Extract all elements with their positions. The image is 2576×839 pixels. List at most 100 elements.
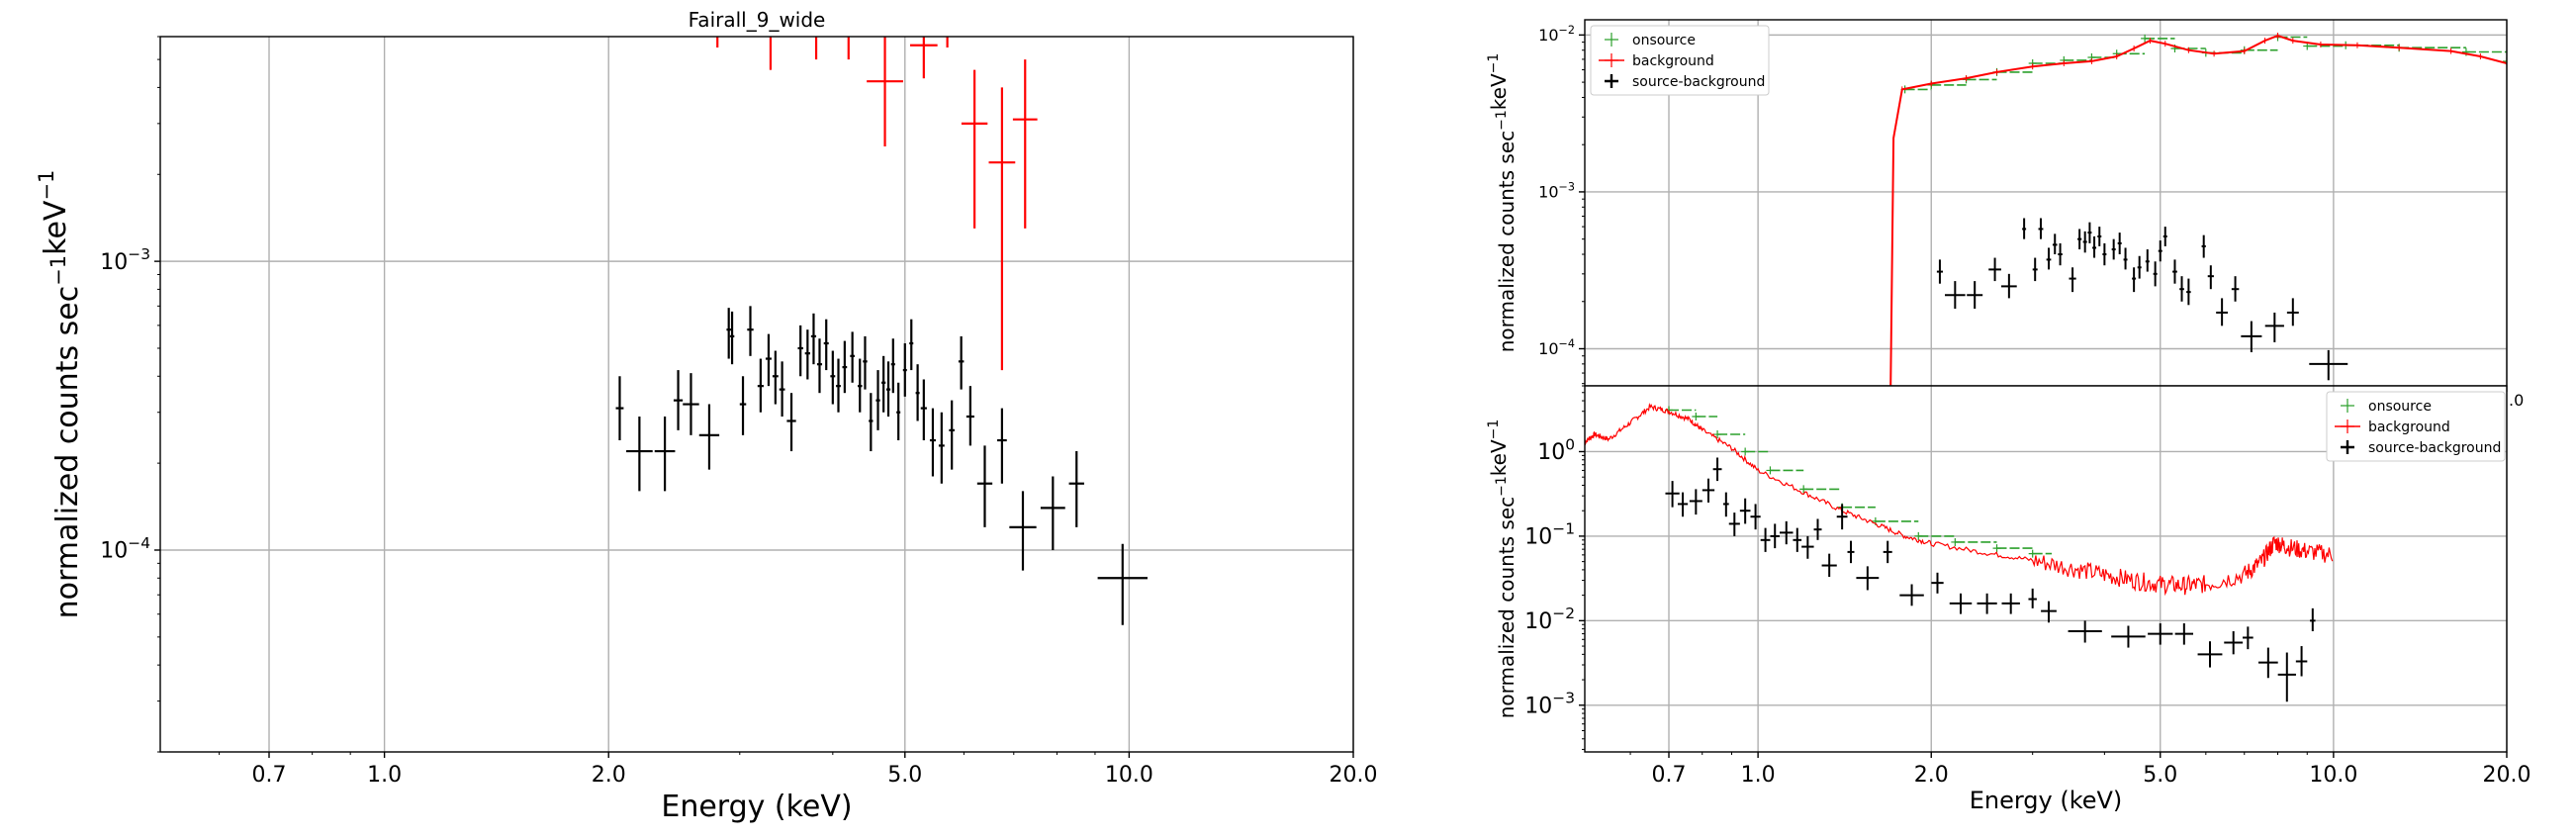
data-point-errorbar [816,338,823,394]
data-point-errorbar [2207,265,2214,290]
background-errorbar [814,37,818,60]
data-point-errorbar [1793,527,1802,552]
y-label-superscript: −1 [1494,476,1510,497]
data-point-errorbar [1883,540,1892,564]
onsource-steps [1669,409,2053,555]
data-point-errorbar [2241,321,2262,353]
y-tick-exponent: 0 [1565,435,1575,453]
legend-label-onsource: onsource [2368,399,2432,415]
data-point-errorbar [1988,257,2001,282]
y-axis-label: normalized counts sec−1keV−1 [1486,53,1518,353]
data-point-errorbar [1728,513,1740,536]
data-point-errorbar [2158,240,2162,262]
data-point-errorbar [2174,623,2194,645]
y-tick-exponent: −1 [1552,520,1575,538]
y-tick-label: 10−4 [100,534,150,564]
y-tick-label: 10−3 [1538,180,1575,201]
series-background [716,37,1038,371]
data-point-errorbar [1801,535,1814,559]
background-noisy-line [1585,403,2334,597]
data-point-errorbar [2243,626,2254,650]
background-errorbar [910,37,938,79]
data-point-errorbar [2001,593,2020,614]
onsource-point [1992,544,2001,553]
data-point-errorbar [2310,607,2316,632]
x-tick-label: 5.0 [887,763,922,788]
data-point-errorbar [2117,233,2122,255]
data-point-errorbar [747,306,754,356]
y-label-superscript: −1 [35,170,58,201]
legend-box [2326,391,2506,462]
legend-marker-source-background [2341,440,2354,454]
data-point-errorbar [2137,255,2142,279]
data-point-errorbar [2068,620,2102,643]
y-label-superscript: −1 [1486,420,1502,440]
chart-bottom-right: 0.7 1.0 2.0 5.0 10.0 20.010−310−210−1100Energ… [1486,385,2530,814]
data-point-errorbar [1712,457,1722,482]
data-point-errorbar [2145,249,2150,272]
data-point-errorbar [850,331,855,383]
series-source-background [615,306,1148,625]
data-point-errorbar [1847,540,1855,564]
series-source-background [1665,457,2316,702]
data-point-errorbar [2224,631,2244,655]
data-point-errorbar [976,445,993,527]
series-source-background [1936,218,2348,381]
data-point-errorbar [890,338,895,394]
background-errorbar [716,37,719,48]
data-point-errorbar [683,373,699,435]
y-tick-label: 100 [1537,435,1575,465]
data-point-errorbar [2264,312,2284,342]
background-errorbar [847,37,850,60]
chart-left: 0.7 1.0 2.0 5.0 10.0 20.010−410−3Fairall_9_wi… [35,8,1377,824]
legend-marker-onsource [1605,33,1618,47]
data-point-errorbar [739,376,747,435]
data-point-errorbar [2087,222,2092,243]
data-point-errorbar [1040,476,1065,550]
data-point-errorbar [2111,625,2146,648]
background-errorbar [988,87,1016,371]
data-point-errorbar [997,408,1007,484]
legend-box [1590,25,1770,96]
data-point-errorbar [626,417,653,492]
y-label-text: normalized counts sec [50,286,85,619]
data-point-errorbar [949,400,956,470]
data-point-errorbar [842,340,848,394]
data-point-errorbar [1702,478,1715,503]
onsource-point [2141,34,2150,43]
legend-cross [2341,399,2354,413]
data-point-errorbar [2309,349,2348,381]
x-tick-label: 10.0 [1105,763,1153,788]
data-point-errorbar [1068,451,1084,527]
legend-cross [1605,33,1618,47]
y-tick-label: 10−3 [100,245,150,275]
y-tick-base: 10 [1538,26,1558,45]
data-point-errorbar [2162,227,2167,246]
y-tick-exponent: −3 [1559,180,1576,193]
data-point-errorbar [823,319,829,371]
x-tick-label: 20.0 [1330,763,1378,788]
data-point-errorbar [857,358,863,413]
onsource-point [1799,485,1808,494]
data-point-errorbar [863,335,868,390]
data-point-errorbar [2111,238,2116,260]
legend-marker-onsource [2341,399,2354,413]
x-tick-label: 10.0 [2309,763,2357,788]
data-point-errorbar [920,379,927,441]
data-point-errorbar [1665,481,1680,508]
data-point-errorbar [1967,281,1983,310]
plot-data [615,37,1148,625]
data-point-errorbar [729,311,735,365]
x-tick-label: 2.0 [1914,763,1949,788]
onsource-point [2028,549,2037,558]
y-tick-base: 10 [1538,339,1558,358]
data-point-errorbar [654,417,676,492]
y-tick-exponent: −2 [1559,24,1576,37]
y-tick-base: 10 [1524,525,1552,550]
legend-cross [2341,440,2354,454]
data-point-errorbar [2041,601,2057,623]
data-point-errorbar [1677,492,1689,517]
y-label-text: keV [39,200,73,255]
data-point-errorbar [1009,491,1037,571]
